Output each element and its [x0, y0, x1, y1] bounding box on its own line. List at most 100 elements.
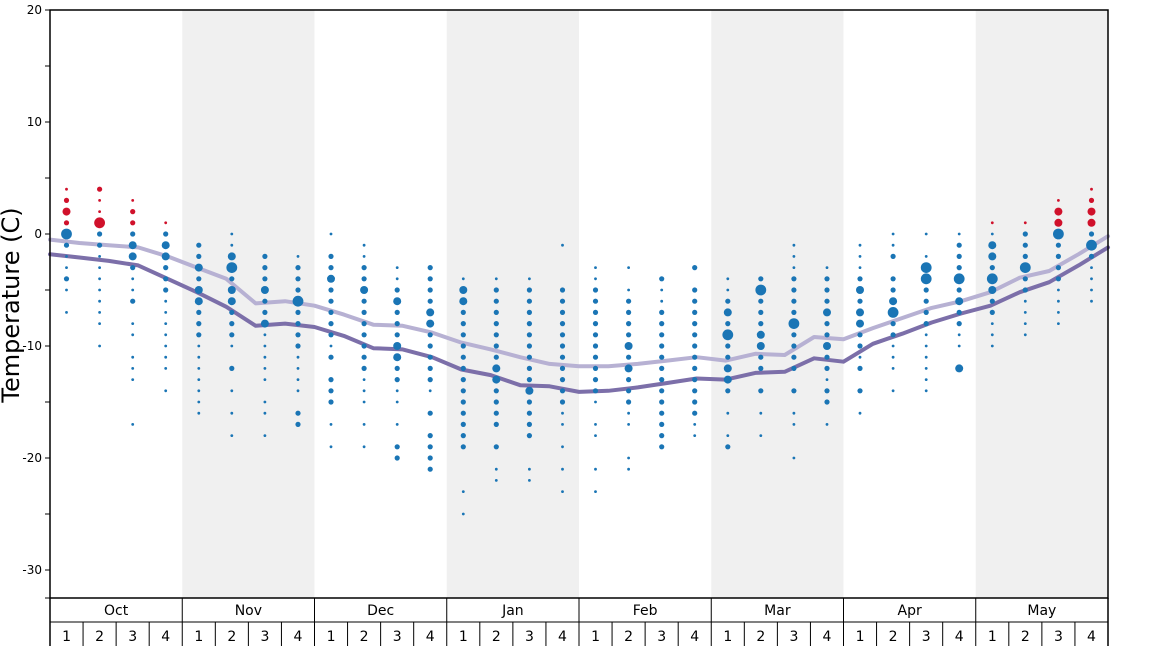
data-point [525, 386, 534, 395]
data-point [825, 423, 829, 426]
data-point [924, 389, 928, 393]
data-point [792, 266, 796, 269]
data-point [427, 287, 433, 293]
data-point [163, 231, 169, 237]
data-point [197, 411, 201, 415]
data-point [627, 423, 630, 426]
y-axis: -30 -20 -10 0 10 20 [22, 3, 50, 599]
data-point [559, 377, 566, 383]
data-point [526, 343, 533, 349]
data-point [659, 388, 665, 394]
data-point [526, 309, 533, 315]
week-label: 2 [624, 629, 633, 645]
data-point [1022, 242, 1028, 248]
data-point [692, 287, 698, 293]
data-point [592, 343, 599, 349]
data-point [660, 299, 664, 303]
data-point [428, 389, 432, 393]
data-point [427, 276, 433, 282]
data-point [131, 288, 135, 292]
month-label: Feb [633, 603, 658, 619]
data-point [1090, 299, 1093, 303]
month-label: Apr [898, 603, 922, 619]
data-point [460, 321, 466, 327]
data-point [758, 298, 764, 304]
data-point [131, 199, 135, 202]
data-point [526, 287, 533, 293]
data-point [1019, 262, 1031, 273]
data-point [626, 298, 632, 304]
data-point [692, 343, 698, 349]
data-point [659, 309, 665, 315]
data-point [956, 321, 962, 327]
data-point [262, 265, 268, 271]
data-point [128, 252, 137, 261]
data-point [1023, 221, 1027, 225]
data-point [526, 421, 533, 427]
data-point [692, 298, 698, 304]
data-point [528, 277, 531, 281]
data-point [130, 231, 136, 237]
data-point [559, 399, 566, 405]
trend-line [48, 234, 1110, 369]
data-point [229, 309, 235, 315]
data-point [890, 276, 896, 282]
data-point [1087, 207, 1096, 216]
week-label: 2 [227, 629, 236, 645]
data-point [857, 388, 863, 394]
data-point [62, 207, 71, 216]
data-point [296, 389, 300, 393]
data-point [97, 231, 103, 237]
data-point [759, 434, 763, 437]
data-point [692, 265, 698, 271]
data-point [98, 255, 101, 258]
data-point [825, 378, 829, 381]
data-point [460, 410, 466, 416]
data-point [956, 287, 962, 293]
data-point [592, 298, 599, 304]
data-point [857, 276, 863, 282]
data-point [627, 467, 630, 471]
data-point [627, 411, 630, 415]
data-point [624, 364, 633, 373]
data-point [131, 378, 135, 381]
data-point [726, 411, 730, 415]
data-point [791, 276, 797, 282]
week-label: 3 [128, 629, 137, 645]
data-point [792, 423, 796, 426]
data-point [362, 243, 366, 247]
data-point [956, 309, 962, 315]
week-label: 4 [294, 629, 303, 645]
data-point [824, 365, 830, 371]
data-point [561, 411, 564, 415]
data-point [229, 321, 235, 327]
data-point [296, 378, 300, 381]
data-point [361, 343, 367, 349]
data-point [856, 286, 864, 294]
data-point [626, 354, 632, 360]
data-point [460, 354, 466, 360]
data-point [559, 321, 566, 327]
data-point [230, 243, 234, 247]
data-point [722, 329, 734, 341]
data-point [659, 321, 665, 327]
data-point [1022, 287, 1028, 293]
week-label: 2 [756, 629, 765, 645]
data-point [65, 288, 68, 292]
week-label: 2 [1021, 629, 1030, 645]
data-point [887, 307, 899, 318]
data-point [659, 399, 665, 405]
data-point [891, 367, 895, 370]
data-point [1022, 231, 1028, 237]
data-point [791, 343, 797, 349]
month-label: Nov [235, 603, 262, 619]
data-point [758, 354, 764, 360]
data-point [460, 309, 466, 315]
month-label: Jan [501, 603, 524, 619]
week-label: 3 [525, 629, 534, 645]
data-point [920, 273, 932, 285]
data-point [362, 445, 366, 449]
data-point [295, 265, 301, 271]
data-point [989, 309, 995, 315]
data-point [427, 298, 433, 304]
